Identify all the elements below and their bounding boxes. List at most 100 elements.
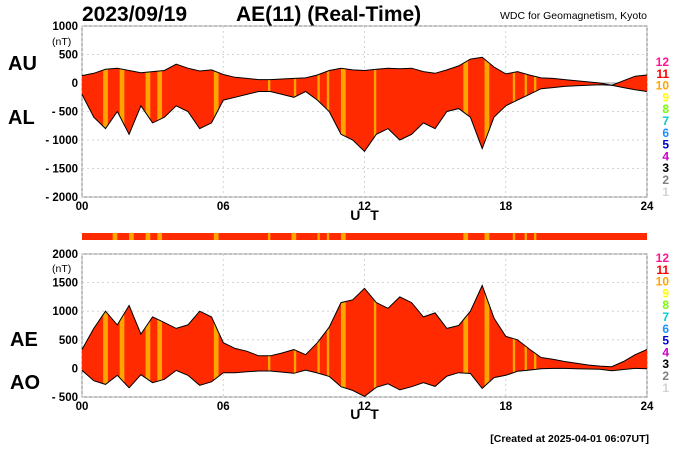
orange-band: [340, 57, 346, 152]
station-count-10: 10: [656, 79, 670, 93]
orange-band: [524, 285, 527, 397]
y-tick-label: - 500: [52, 392, 78, 404]
au-al-x-axis-label: U T: [350, 207, 382, 223]
orange-band: [534, 57, 537, 152]
orange-band: [157, 285, 163, 397]
status-orange-band: [524, 233, 527, 240]
orange-band: [326, 285, 330, 397]
orange-band: [463, 57, 469, 152]
status-orange-band: [484, 233, 490, 240]
status-bar-base: [82, 233, 647, 240]
station-count-11: 11: [656, 263, 669, 277]
ao-label: AO: [10, 372, 40, 394]
x-tick-label: 00: [76, 401, 89, 413]
y-tick-label: 0: [72, 78, 78, 90]
x-tick-label: 24: [641, 201, 654, 213]
y-tick-label: - 1000: [45, 135, 78, 147]
y-tick-label: - 500: [52, 107, 78, 119]
orange-band: [293, 285, 297, 397]
ae-ao-x-axis-label: U T: [350, 406, 382, 422]
station-count-8: 8: [662, 102, 669, 116]
orange-band: [145, 57, 151, 152]
y-tick-label: 0: [72, 363, 78, 375]
station-count-6: 6: [662, 126, 669, 140]
index-title: AE(11) (Real-Time): [236, 3, 421, 26]
station-count-6: 6: [662, 322, 669, 336]
station-count-4: 4: [662, 345, 669, 359]
au-al-fill: [82, 57, 647, 152]
x-tick-label: 24: [641, 401, 654, 413]
y-tick-label: 1500: [52, 278, 78, 290]
orange-band: [326, 57, 330, 152]
orange-band: [534, 285, 537, 397]
al-label: AL: [8, 107, 35, 129]
x-tick-label: 18: [499, 401, 512, 413]
orange-band: [145, 285, 151, 397]
au-al-panel: 1000 500 0 - 500 - 1000 - 1500 - 2000 00 06 12 18…: [8, 21, 654, 223]
y-tick-label: 500: [59, 50, 78, 62]
station-count-2: 2: [662, 173, 669, 187]
orange-band: [157, 57, 163, 152]
orange-band: [213, 57, 219, 152]
ae-ao-fill: [82, 285, 647, 397]
orange-band: [119, 285, 125, 397]
y-tick-label: - 1500: [45, 164, 78, 176]
station-count-11: 11: [656, 67, 669, 81]
status-bar-orange-bands: [112, 233, 537, 240]
station-count-7: 7: [662, 114, 669, 128]
status-bar: [82, 233, 647, 240]
status-orange-band: [112, 233, 118, 240]
status-orange-band: [326, 233, 330, 240]
orange-band: [103, 57, 108, 152]
source-label: WDC for Geomagnetism, Kyoto: [500, 10, 647, 22]
ao-series-line: [81, 367, 648, 397]
orange-band: [103, 285, 108, 397]
orange-band: [512, 285, 516, 397]
y-tick-label: - 2000: [45, 192, 78, 204]
status-orange-band: [291, 233, 297, 240]
station-count-9: 9: [662, 90, 669, 104]
created-timestamp: [Created at 2025-04-01 06:07UT]: [490, 433, 649, 445]
x-tick-label: 12: [358, 401, 371, 413]
status-orange-band: [157, 233, 163, 240]
station-count-7: 7: [662, 310, 669, 324]
ae-ao-unit-label: (nT): [52, 263, 71, 275]
orange-band: [484, 57, 490, 152]
ae-ao-panel: 2000 1500 1000 500 0 - 500 00 06 12 18 24 (nT) U …: [10, 249, 654, 422]
station-count-1: 1: [662, 185, 669, 199]
station-count-10: 10: [656, 275, 670, 289]
station-count-2: 2: [662, 369, 669, 383]
station-count-12: 12: [656, 55, 670, 69]
ae-series-line: [81, 284, 648, 368]
orange-band: [119, 57, 125, 152]
au-al-x-tick-labels: 00 06 12 18 24: [76, 201, 654, 213]
station-count-1: 1: [662, 381, 669, 395]
x-tick-label: 06: [217, 401, 230, 413]
x-tick-label: 18: [499, 201, 512, 213]
y-tick-label: 1000: [52, 21, 78, 33]
station-count-4: 4: [662, 149, 669, 163]
au-label: AU: [8, 53, 37, 75]
au-al-unit-label: (nT): [52, 36, 71, 48]
orange-band: [524, 57, 527, 152]
orange-band: [463, 285, 469, 397]
x-tick-label: 12: [358, 201, 371, 213]
status-orange-band: [145, 233, 151, 240]
ae-label: AE: [10, 329, 38, 351]
orange-band: [484, 285, 490, 397]
station-count-8: 8: [662, 298, 669, 312]
orange-band: [340, 285, 346, 397]
orange-band: [213, 285, 219, 397]
au-al-y-tick-labels: 1000 500 0 - 500 - 1000 - 1500 - 2000: [45, 21, 78, 204]
status-orange-band: [534, 233, 537, 240]
orange-band: [293, 57, 297, 152]
x-tick-label: 00: [76, 201, 89, 213]
status-orange-band: [463, 233, 469, 240]
station-count-9: 9: [662, 286, 669, 300]
status-orange-band: [340, 233, 346, 240]
y-tick-label: 500: [59, 335, 78, 347]
station-count-3: 3: [662, 161, 669, 175]
